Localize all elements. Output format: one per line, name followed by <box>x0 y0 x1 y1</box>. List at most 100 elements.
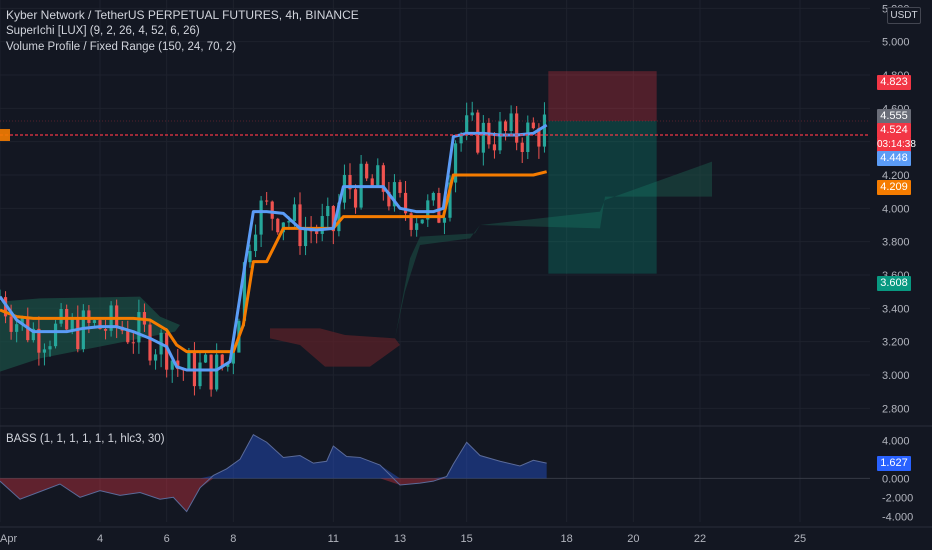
candle-body <box>387 191 391 207</box>
candle-body <box>198 362 202 387</box>
candle-body <box>365 163 369 179</box>
candle-body <box>381 165 385 192</box>
candle-body <box>420 219 424 224</box>
chart-title: Kyber Network / TetherUS PERPETUAL FUTUR… <box>6 8 359 22</box>
candle-body <box>292 204 297 222</box>
tenkan-price-tag: 4.448 <box>877 151 911 166</box>
candle-body <box>442 217 447 223</box>
candle-body <box>187 351 191 371</box>
candle-body <box>253 234 258 252</box>
candle-body <box>220 354 224 367</box>
candle-body <box>470 112 474 116</box>
candle-body <box>353 189 358 208</box>
candle-body <box>126 330 130 343</box>
candle-countdown: 03:14:38 <box>877 137 916 152</box>
y-tick-label: 3.400 <box>882 303 910 315</box>
target-price-tag: 4.823 <box>877 75 911 90</box>
candle-body <box>20 316 24 325</box>
x-tick-label: 13 <box>394 533 406 545</box>
candle-body <box>76 317 80 350</box>
indicator-volume-profile-legend[interactable]: Volume Profile / Fixed Range (150, 24, 7… <box>6 41 237 53</box>
candle-body <box>37 328 41 353</box>
candle-body <box>370 178 374 186</box>
candle-body <box>70 317 74 330</box>
candle-body <box>376 165 380 186</box>
candle-body <box>42 349 47 353</box>
candle-body <box>165 332 169 370</box>
candle-body <box>31 328 35 341</box>
y-tick-label: 4.000 <box>882 203 910 215</box>
x-tick-label: Apr <box>0 533 17 545</box>
candle-body <box>48 346 52 350</box>
oscillator-value-tag: 1.627 <box>877 456 911 471</box>
osc-area-positive <box>0 434 547 479</box>
candle-body <box>270 201 274 219</box>
candle-body <box>481 122 485 153</box>
stop-price-tag: 3.608 <box>877 276 911 291</box>
cloud-red-1 <box>270 328 400 367</box>
candle-body <box>9 316 13 332</box>
osc-line <box>0 433 547 513</box>
y-tick-label: 2.800 <box>882 403 910 415</box>
x-tick-label: 22 <box>694 533 706 545</box>
candle-body <box>215 354 219 390</box>
currency-label[interactable]: USDT <box>887 7 921 24</box>
x-tick-label: 25 <box>794 533 806 545</box>
candle-body <box>426 200 430 220</box>
candle-body <box>92 320 97 323</box>
candle-body <box>437 192 441 223</box>
candle-body <box>326 206 330 217</box>
x-tick-label: 6 <box>164 533 170 545</box>
y-tick-label: 3.800 <box>882 237 910 249</box>
candle-body <box>15 324 19 332</box>
candle-body <box>415 223 419 230</box>
candle-body <box>59 309 63 324</box>
indicator-superichi-legend[interactable]: SuperIchi [LUX] (9, 2, 26, 4, 52, 6, 26) <box>6 25 200 37</box>
osc-area-negative <box>0 478 547 512</box>
y-tick-label: 5.000 <box>882 37 910 49</box>
candle-body <box>170 360 174 370</box>
candle-body <box>492 144 497 151</box>
candle-body <box>398 182 402 193</box>
candle-body <box>287 221 291 223</box>
kijun-price-tag: 4.209 <box>877 180 911 195</box>
candle-body <box>231 352 235 364</box>
candle-body <box>265 200 269 202</box>
candle-body <box>542 114 547 147</box>
indicator-bass-legend[interactable]: BASS (1, 1, 1, 1, 1, 1, hlc3, 30) <box>6 433 165 445</box>
candle-body <box>315 231 319 234</box>
target-zone <box>548 71 657 121</box>
last-price-tag: 4.524 <box>877 123 911 138</box>
x-tick-label: 8 <box>230 533 236 545</box>
candle-body <box>226 363 230 367</box>
candle-body <box>298 204 302 247</box>
candle-body <box>459 135 463 144</box>
candle-body <box>53 323 58 347</box>
stop-zone <box>548 121 657 274</box>
candle-body <box>115 305 119 327</box>
candle-body <box>303 228 308 247</box>
osc-y-tick-label: -2.000 <box>882 492 913 504</box>
candle-body <box>148 324 152 361</box>
candle-body <box>98 320 102 329</box>
candle-body <box>337 202 341 232</box>
candle-body <box>331 206 335 232</box>
candle-body <box>503 121 508 132</box>
cloud-green-2 <box>395 161 712 339</box>
candle-body <box>453 143 458 183</box>
candle-body <box>276 218 280 233</box>
osc-y-tick-label: 0.000 <box>882 473 910 485</box>
x-tick-label: 11 <box>328 533 339 545</box>
candle-body <box>465 115 469 136</box>
tenkan-line <box>0 123 548 372</box>
y-tick-label: 3.200 <box>882 337 910 349</box>
candle-body <box>176 360 180 370</box>
candle-body <box>203 354 208 363</box>
candle-body <box>248 251 252 263</box>
candle-body <box>509 113 513 132</box>
candle-body <box>409 213 413 230</box>
candle-body <box>537 128 541 147</box>
osc-y-tick-label: -4.000 <box>882 511 913 523</box>
